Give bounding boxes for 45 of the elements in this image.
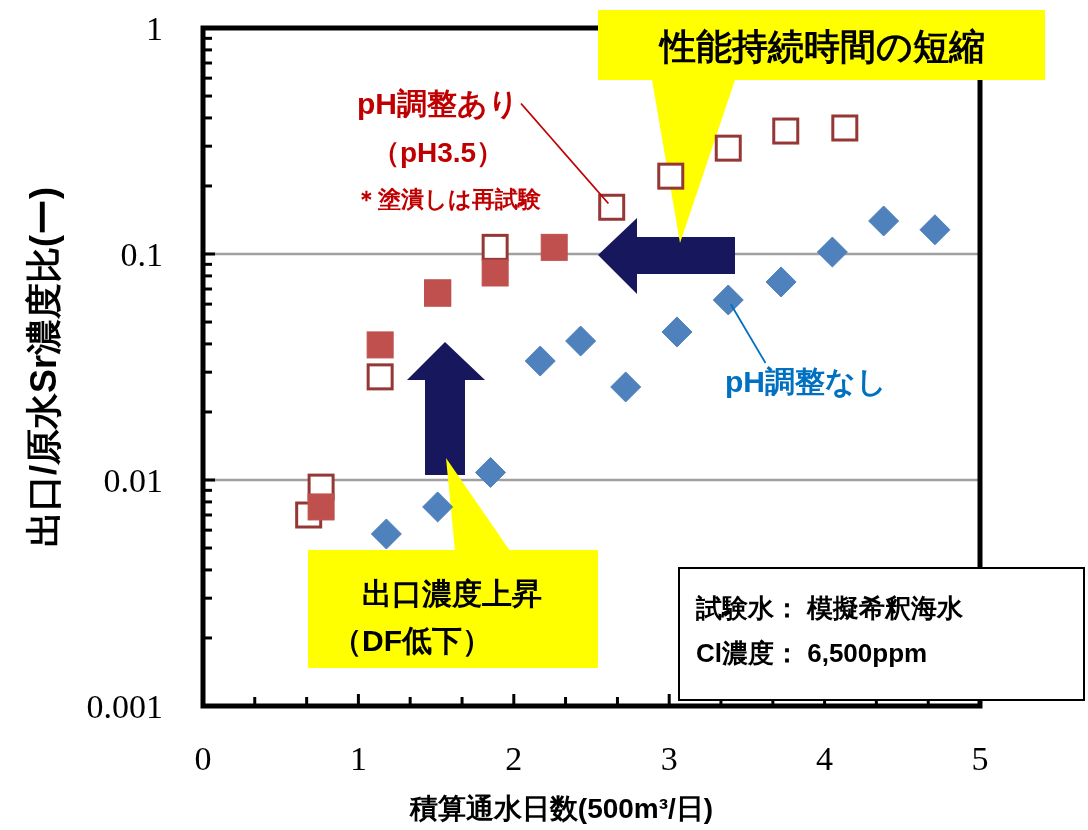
- point: [307, 493, 335, 521]
- annotation: pH調整なし: [725, 303, 887, 398]
- x-tick-label: 3: [660, 740, 678, 777]
- point: [610, 371, 642, 403]
- point: [370, 518, 402, 550]
- x-axis-title: 積算通水日数(500m³/日): [408, 793, 714, 824]
- point: [919, 214, 951, 246]
- point: [765, 266, 797, 298]
- annotation: pH調整あり: [357, 87, 519, 120]
- x-tick-label: 5: [971, 740, 989, 777]
- annotation: 試験水： 模擬希釈海水: [696, 593, 964, 623]
- y-tick-label: 0.01: [103, 462, 163, 499]
- annotation: （pH3.5）: [371, 137, 505, 168]
- annotation: 性能持続時間の短縮: [659, 26, 985, 67]
- annotation: （DF低下）: [332, 624, 492, 657]
- point: [831, 114, 859, 142]
- y-tick-label: 0.001: [86, 688, 163, 725]
- point: [565, 325, 597, 357]
- point: [481, 233, 509, 261]
- x-tick-label: 1: [349, 740, 367, 777]
- annotation: 出口濃度上昇: [362, 577, 542, 610]
- y-tick-label: 0.1: [120, 236, 163, 273]
- point: [598, 193, 626, 221]
- point: [657, 162, 685, 190]
- point: [422, 491, 454, 523]
- point: [366, 363, 394, 391]
- point: [474, 456, 506, 488]
- x-tick-label: 4: [816, 740, 834, 777]
- point: [868, 205, 900, 237]
- point: [714, 134, 742, 162]
- point: [712, 284, 744, 316]
- y-tick-label: 1: [146, 10, 163, 47]
- x-tick-label: 2: [505, 740, 523, 777]
- point: [661, 316, 693, 348]
- point: [540, 233, 568, 261]
- annotation: pH調整なし: [725, 365, 887, 398]
- y-axis-title: 出口/原水Sr濃度比(ー): [23, 187, 64, 547]
- point: [481, 259, 509, 287]
- point: [772, 117, 800, 145]
- annotation: Cl濃度： 6,500ppm: [696, 638, 928, 668]
- x-tick-label: 0: [194, 740, 212, 777]
- annotation: ＊塗潰しは再試験: [355, 186, 541, 212]
- point: [366, 331, 394, 359]
- point: [524, 345, 556, 377]
- point: [816, 236, 848, 268]
